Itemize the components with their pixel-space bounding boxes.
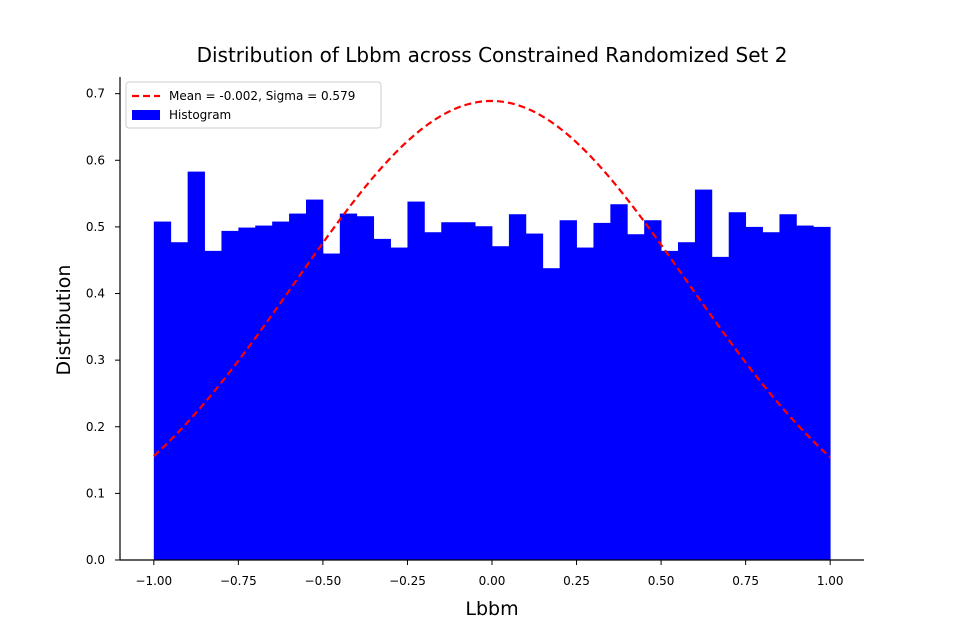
x-axis-label: Lbbm bbox=[465, 598, 518, 620]
histogram-bar bbox=[508, 214, 527, 560]
histogram-bar bbox=[407, 201, 425, 560]
gaussian-fit-curve bbox=[153, 99, 831, 459]
x-tick-label: 1.00 bbox=[817, 574, 844, 588]
x-tick-label: 0.25 bbox=[563, 574, 590, 588]
histogram-bar bbox=[593, 222, 611, 561]
y-axis-label: Distribution bbox=[53, 265, 75, 376]
histogram-bar bbox=[170, 242, 189, 561]
histogram-bar bbox=[322, 253, 341, 560]
y-tick-label: 0.7 bbox=[86, 87, 105, 101]
x-axis: −1.00 −0.75 −0.50 −0.25 0.00 0.25 0.50 0.75 1.00 bbox=[120, 559, 864, 588]
x-tick-label: −0.75 bbox=[220, 574, 257, 588]
histogram-bar bbox=[339, 213, 358, 560]
x-tick-label: 0.75 bbox=[732, 574, 759, 588]
histogram-bar bbox=[373, 238, 391, 560]
legend-fit-label: Mean = -0.002, Sigma = 0.579 bbox=[169, 89, 355, 103]
legend: Mean = -0.002, Sigma = 0.579 Histogram bbox=[125, 81, 382, 129]
histogram-bar bbox=[728, 212, 747, 561]
y-tick-label: 0.4 bbox=[86, 287, 105, 301]
histogram-bar bbox=[153, 221, 172, 560]
y-tick-label: 0.2 bbox=[86, 420, 105, 434]
histogram-bar bbox=[306, 199, 324, 560]
histogram-bar bbox=[356, 216, 375, 560]
histogram-bar bbox=[441, 222, 459, 561]
histogram-bar bbox=[627, 234, 645, 560]
y-tick-label: 0.5 bbox=[86, 220, 105, 234]
histogram-bar bbox=[272, 221, 290, 560]
histogram-bar bbox=[475, 226, 493, 560]
legend-box bbox=[125, 81, 382, 129]
x-tick-label: −1.00 bbox=[135, 574, 172, 588]
legend-histogram-swatch bbox=[132, 110, 160, 120]
y-ticks: 0.0 0.1 0.2 0.3 0.4 0.5 0.6 0.7 bbox=[86, 87, 120, 567]
x-tick-label: −0.50 bbox=[305, 574, 342, 588]
legend-histogram-label: Histogram bbox=[169, 108, 231, 122]
x-tick-label: 0.00 bbox=[479, 574, 506, 588]
y-axis: 0.0 0.1 0.2 0.3 0.4 0.5 0.6 0.7 bbox=[86, 77, 121, 567]
chart-title: Distribution of Lbbm across Constrained … bbox=[197, 43, 788, 67]
histogram-bar bbox=[576, 247, 594, 561]
histogram-bar bbox=[813, 226, 831, 560]
y-tick-label: 0.6 bbox=[86, 153, 105, 167]
histogram-bar bbox=[390, 247, 408, 561]
histogram-bar bbox=[610, 204, 628, 560]
y-tick-label: 0.0 bbox=[86, 553, 105, 567]
histogram-bar bbox=[559, 220, 577, 560]
histogram-bars bbox=[153, 171, 831, 561]
histogram-bar bbox=[711, 256, 730, 560]
histogram-bar bbox=[779, 214, 797, 560]
histogram-bar bbox=[204, 250, 222, 560]
histogram-bar bbox=[221, 230, 239, 560]
y-tick-label: 0.1 bbox=[86, 486, 105, 500]
y-tick-label: 0.3 bbox=[86, 353, 105, 367]
histogram-bar bbox=[678, 242, 696, 561]
histogram-bar bbox=[661, 250, 679, 560]
histogram-bar bbox=[492, 246, 510, 560]
histogram-bar bbox=[694, 189, 713, 560]
x-tick-label: −0.25 bbox=[389, 574, 426, 588]
x-ticks: −1.00 −0.75 −0.50 −0.25 0.00 0.25 0.50 0.75 1.00 bbox=[135, 560, 844, 588]
histogram-bar bbox=[542, 268, 561, 560]
histogram-bar bbox=[289, 213, 307, 560]
histogram-bar bbox=[644, 220, 662, 560]
histogram-bar bbox=[525, 233, 544, 560]
x-tick-label: 0.50 bbox=[648, 574, 675, 588]
histogram-bar bbox=[424, 232, 442, 561]
histogram-bar bbox=[458, 222, 476, 561]
histogram-bar bbox=[796, 225, 814, 560]
histogram-bar bbox=[187, 171, 205, 560]
histogram-bar bbox=[745, 226, 763, 560]
histogram-bar bbox=[238, 227, 256, 561]
histogram-bar bbox=[255, 225, 273, 560]
